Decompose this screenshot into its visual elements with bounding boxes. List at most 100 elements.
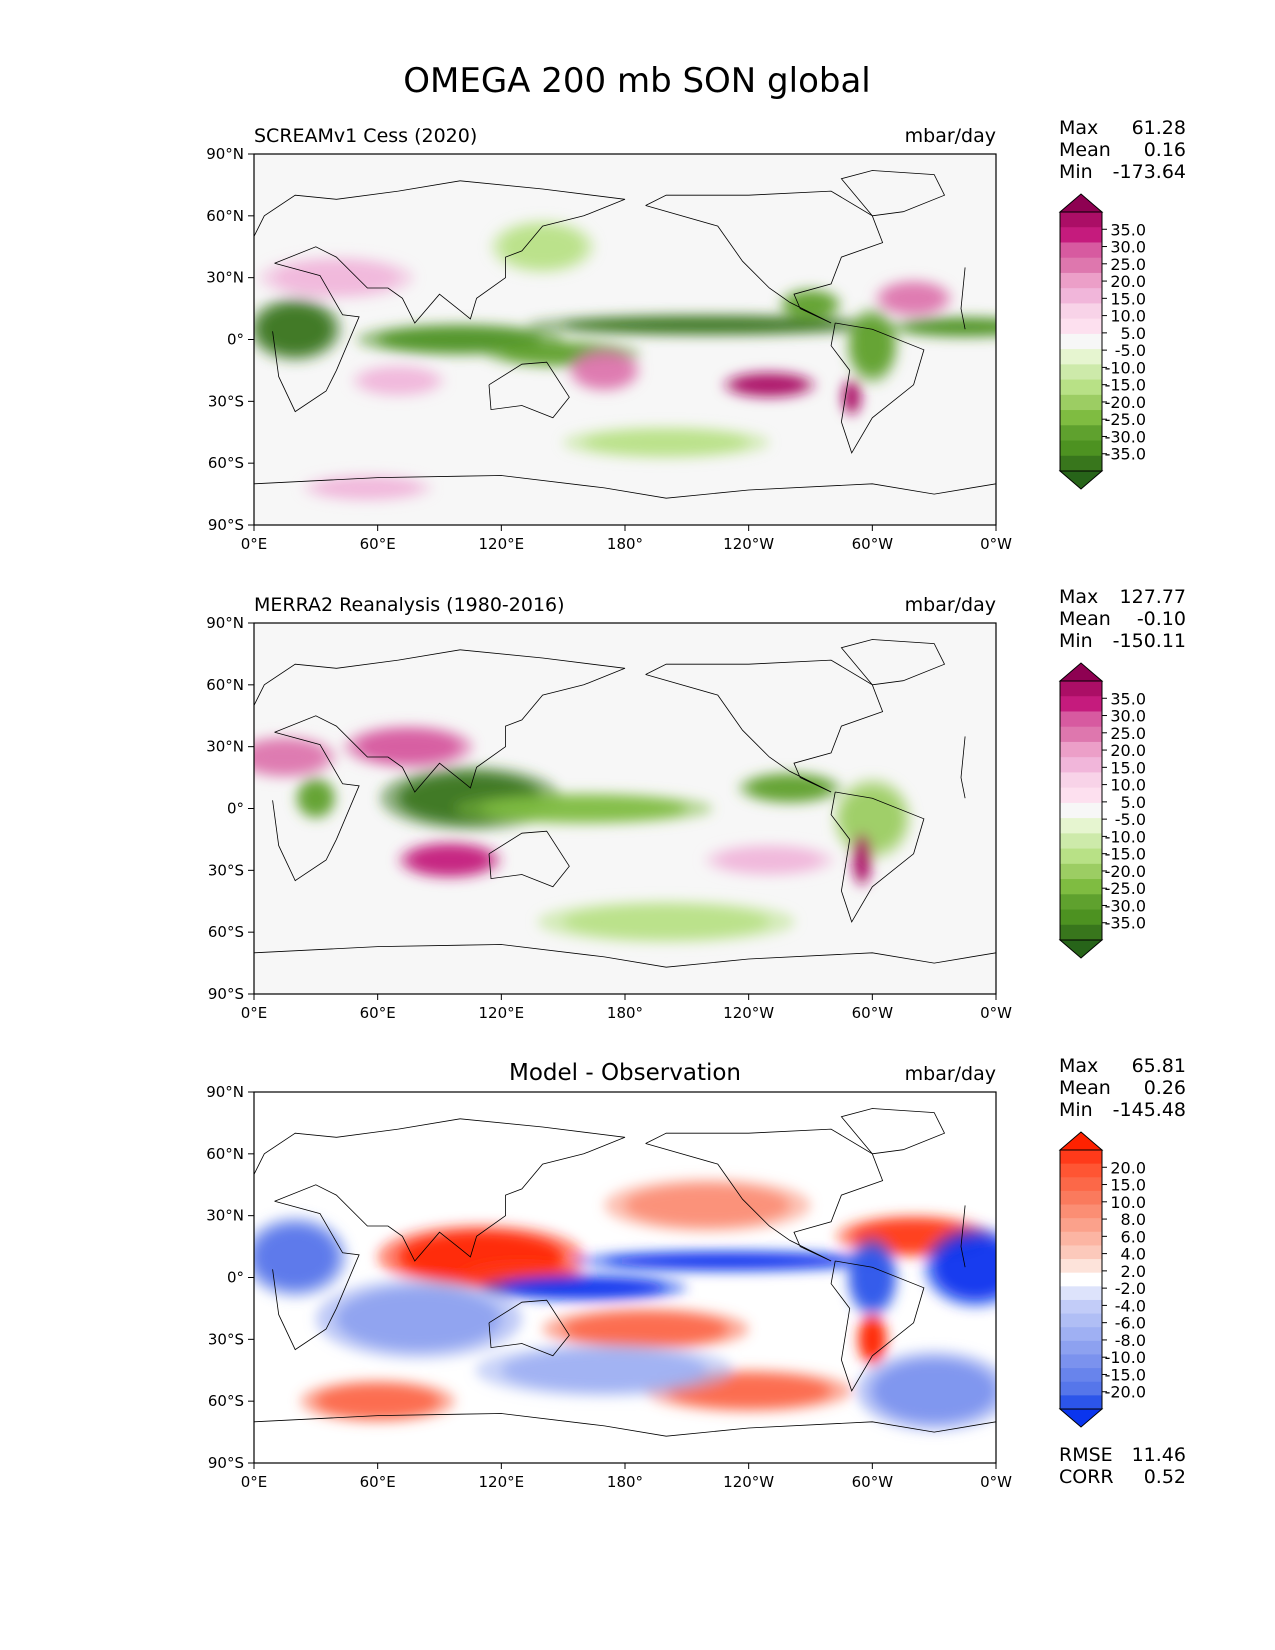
y-tick-label: 60°N <box>206 207 244 225</box>
colorbar-swatch <box>1060 909 1102 926</box>
colorbar-label: 5.0 <box>1121 793 1146 812</box>
stat-label: Max <box>1059 586 1098 608</box>
stat-label: CORR <box>1059 1466 1114 1488</box>
stat-value: 0.26 <box>1144 1077 1186 1099</box>
panel-units: mbar/day <box>905 125 996 147</box>
coastline <box>840 1108 946 1155</box>
field-blob <box>480 796 687 821</box>
coastline <box>272 262 360 413</box>
colorbar-label: -25.0 <box>1105 410 1146 429</box>
colorbar-swatch <box>1060 1272 1102 1287</box>
colorbar-frame <box>1059 1149 1103 1410</box>
y-tick-label: 90°N <box>206 145 244 163</box>
y-tick-label: 60°S <box>208 454 244 472</box>
x-tick-label: 180° <box>607 1004 643 1022</box>
coastline <box>830 322 925 454</box>
colorbar-label: 15.0 <box>1110 758 1146 777</box>
x-tick-label: 60°E <box>360 535 396 553</box>
colorbar-swatch <box>1060 1313 1102 1328</box>
coastline <box>254 180 626 324</box>
colorbar-label: -10.0 <box>1105 358 1146 377</box>
colorbar-swatch <box>1060 1163 1102 1178</box>
y-tick-label: 30°N <box>206 738 244 756</box>
y-tick-label: 0° <box>227 1269 244 1287</box>
field-blob <box>785 292 836 317</box>
panel-center-title: Model - Observation <box>509 1060 741 1086</box>
colorbar-label: -15.0 <box>1105 1365 1146 1384</box>
field-blob <box>563 1312 729 1346</box>
field-blob <box>357 730 461 764</box>
colorbar-swatch <box>1060 212 1102 228</box>
coastlines <box>254 170 996 499</box>
colorbar-label: -30.0 <box>1105 427 1146 446</box>
colorbar-label: -20.0 <box>1105 862 1146 881</box>
coastline <box>272 731 360 882</box>
panel-units: mbar/day <box>905 594 996 616</box>
x-tick-label: 180° <box>607 1473 643 1491</box>
field-blob <box>841 787 904 850</box>
x-tick-label: 120°E <box>479 535 525 553</box>
x-tick-label: 0°W <box>980 535 1012 553</box>
colorbar: 35.030.025.020.015.010.05.0-5.0-10.0-15.… <box>1058 193 1146 490</box>
colorbar-swatch <box>1060 410 1102 426</box>
colorbar-label: -35.0 <box>1105 445 1146 464</box>
field-blob <box>851 316 893 375</box>
x-tick-label: 0°E <box>241 1004 268 1022</box>
field-blob <box>563 905 770 939</box>
y-tick-label: 90°S <box>208 516 244 534</box>
stat-value: 0.16 <box>1144 139 1186 161</box>
colorbar-label: 15.0 <box>1110 289 1146 308</box>
field-blob <box>859 1318 885 1360</box>
field-blob <box>274 261 399 295</box>
coastline <box>272 1200 360 1351</box>
colorbar-swatch <box>1060 696 1102 712</box>
x-tick-label: 60°W <box>852 1473 894 1491</box>
colorbar-swatch <box>1060 288 1102 304</box>
colorbar-label: 30.0 <box>1110 238 1146 257</box>
y-tick-label: 60°N <box>206 1145 244 1163</box>
colorbar-label: -5.0 <box>1115 810 1146 829</box>
x-tick-label: 120°W <box>723 1473 774 1491</box>
panel-diff: 0°E 60°E 120°E 180° 120°W 60°W 0°W 90°N 60°N 30°N… <box>206 1055 1186 1491</box>
y-tick-label: 30°S <box>208 1330 244 1348</box>
colorbar-label: 30.0 <box>1110 707 1146 726</box>
field-blob <box>717 847 821 873</box>
coastline <box>645 659 884 793</box>
colorbar: 20.015.010.08.06.04.02.0-2.0-4.0-6.0-8.0… <box>1058 1131 1146 1428</box>
colorbar-swatch <box>1060 1340 1102 1355</box>
coastline <box>254 649 626 793</box>
field-blob <box>732 374 807 396</box>
colorbar-label: -2.0 <box>1115 1279 1146 1298</box>
stat-value: -150.11 <box>1113 630 1186 652</box>
colorbar-label: -8.0 <box>1115 1331 1146 1350</box>
colorbar-swatch <box>1060 1354 1102 1369</box>
coastline <box>488 1299 570 1357</box>
field-blob <box>254 1225 337 1288</box>
x-tick-label: 120°E <box>479 1004 525 1022</box>
coastline <box>960 736 966 799</box>
colorbar-swatch <box>1060 1395 1102 1410</box>
y-tick-label: 60°S <box>208 1392 244 1410</box>
coastline <box>830 791 925 923</box>
colorbar-label: 10.0 <box>1110 776 1146 795</box>
stat-value: -173.64 <box>1113 161 1186 183</box>
colorbar-label: 5.0 <box>1121 324 1146 343</box>
colorbar-label: 20.0 <box>1110 741 1146 760</box>
colorbar-swatch <box>1060 741 1102 758</box>
colorbar-swatch <box>1060 681 1102 697</box>
y-tick-label: 90°N <box>206 614 244 632</box>
colorbar-swatch <box>1060 863 1102 880</box>
colorbar-label: -35.0 <box>1105 914 1146 933</box>
colorbar-label: 25.0 <box>1110 255 1146 274</box>
field-blob <box>377 327 543 352</box>
colorbar-swatch <box>1060 833 1102 850</box>
colorbar-label: 4.0 <box>1121 1245 1146 1264</box>
coastline <box>960 1205 966 1268</box>
field-blob <box>583 430 749 455</box>
colorbar-swatch <box>1060 757 1102 773</box>
field-blob <box>934 1236 996 1299</box>
stat-label: Mean <box>1059 608 1111 630</box>
colorbar-swatch <box>1060 318 1102 335</box>
colorbar-swatch <box>1060 425 1102 442</box>
